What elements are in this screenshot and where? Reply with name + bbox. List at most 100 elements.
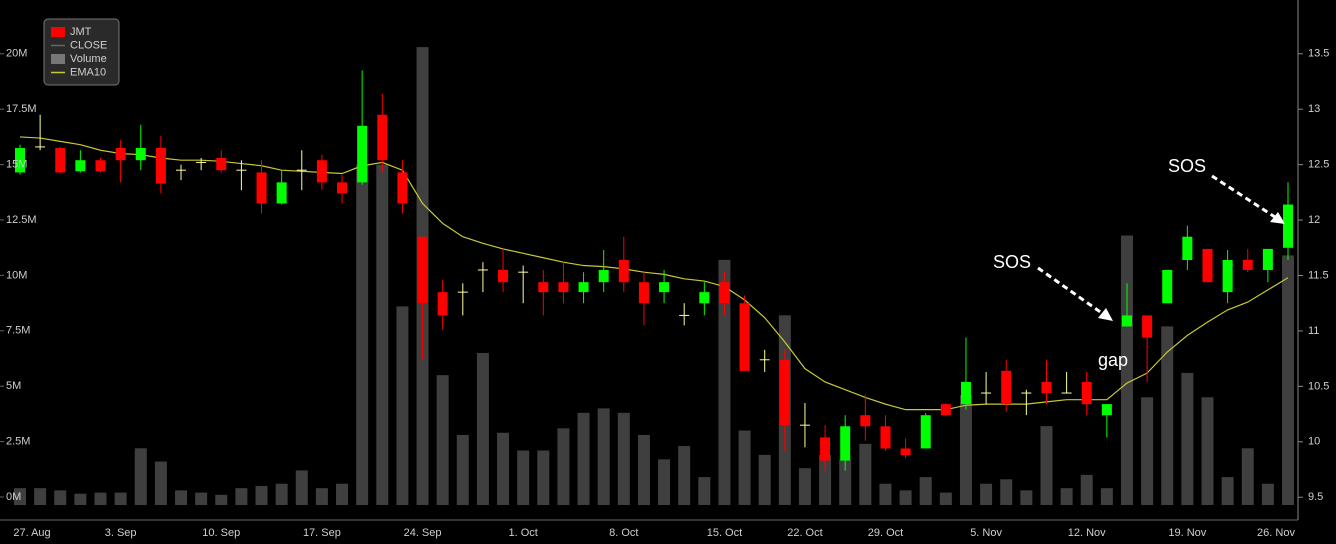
candle-body: [1142, 315, 1152, 337]
y2-tick-label: 9.5: [1308, 491, 1323, 503]
volume-bar: [739, 431, 751, 505]
volume-bar: [1201, 397, 1213, 505]
volume-bar: [1121, 235, 1133, 505]
volume-bar: [1081, 475, 1093, 505]
y2-tick-label: 12: [1308, 214, 1320, 226]
y2-tick-label: 13: [1308, 103, 1320, 115]
candle-body: [196, 162, 206, 163]
candle-body: [518, 272, 528, 273]
legend-label: CLOSE: [70, 39, 107, 51]
candle-body: [1263, 249, 1273, 270]
candle-body: [1202, 249, 1212, 282]
volume-bar: [618, 413, 630, 505]
volume-bar: [517, 450, 529, 505]
volume-bar: [920, 477, 932, 505]
y2-tick-label: 10: [1308, 436, 1320, 448]
candle-body: [1283, 205, 1293, 248]
volume-bar: [980, 484, 992, 505]
candle-body: [96, 160, 106, 171]
x-tick-label: 29. Oct: [868, 527, 903, 539]
legend: JMTCLOSEVolumeEMA10: [44, 19, 119, 85]
volume-bar: [316, 488, 328, 505]
volume-bar: [1000, 479, 1012, 505]
candle-body: [257, 172, 267, 203]
y-tick-label: 5M: [6, 380, 21, 392]
y-tick-label: 2.5M: [6, 436, 30, 448]
candle-body: [639, 282, 649, 303]
y2-tick-label: 13.5: [1308, 48, 1329, 60]
volume-bar: [135, 448, 147, 505]
legend-label: Volume: [70, 53, 107, 65]
x-tick-label: 17. Sep: [303, 527, 341, 539]
volume-bar: [74, 494, 86, 505]
candle-body: [558, 282, 568, 292]
candle-body: [377, 115, 387, 160]
volume-bar: [336, 484, 348, 505]
x-tick-label: 22. Oct: [787, 527, 822, 539]
volume-bar: [215, 495, 227, 505]
volume-bar: [759, 455, 771, 505]
candle-body: [277, 182, 287, 203]
volume-bar: [276, 484, 288, 505]
legend-swatch: [51, 27, 65, 37]
candle-body: [538, 282, 548, 292]
volume-bar: [638, 435, 650, 505]
volume-bar: [1242, 448, 1254, 505]
candle-body: [1182, 237, 1192, 260]
candle-body: [297, 170, 307, 171]
candle-body: [136, 148, 146, 160]
y-tick-label: 17.5M: [6, 103, 37, 115]
volume-bar: [678, 446, 690, 505]
volume-bar: [1181, 373, 1193, 505]
candle-body: [55, 148, 65, 172]
candle-body: [780, 360, 790, 425]
x-tick-label: 8. Oct: [609, 527, 638, 539]
candle-body: [679, 315, 689, 316]
volume-bar: [799, 468, 811, 505]
y2-tick-label: 10.5: [1308, 380, 1329, 392]
x-tick-label: 24. Sep: [404, 527, 442, 539]
volume-bar: [195, 493, 207, 505]
candle-body: [961, 382, 971, 404]
y2-tick-label: 12.5: [1308, 159, 1329, 171]
volume-bar: [557, 428, 569, 505]
x-tick-label: 19. Nov: [1168, 527, 1206, 539]
annotation: gap: [1098, 350, 1128, 370]
volume-bar: [175, 490, 187, 505]
x-tick-label: 3. Sep: [105, 527, 137, 539]
candle-body: [75, 160, 85, 171]
candle-body: [800, 425, 810, 426]
annotation: SOS: [1168, 156, 1206, 176]
candle-body: [498, 270, 508, 282]
candle-body: [176, 170, 186, 171]
candle-body: [1243, 260, 1253, 270]
x-tick-label: 12. Nov: [1068, 527, 1106, 539]
candle-body: [981, 393, 991, 394]
legend-label: JMT: [70, 26, 92, 38]
volume-bar: [256, 486, 268, 505]
volume-bar: [95, 493, 107, 505]
candle-body: [941, 404, 951, 415]
candle-body: [397, 172, 407, 203]
y-tick-label: 20M: [6, 48, 27, 60]
volume-bar: [155, 462, 167, 505]
volume-bar: [437, 375, 449, 505]
chart: 9.51010.51111.51212.51313.50M2.5M5M7.5M1…: [0, 0, 1336, 544]
candle-body: [116, 148, 126, 160]
candle-body: [1102, 404, 1112, 415]
volume-bar: [235, 488, 247, 505]
candle-body: [599, 270, 609, 282]
candle-body: [438, 292, 448, 315]
x-tick-label: 26. Nov: [1257, 527, 1295, 539]
volume-bar: [54, 490, 66, 505]
volume-bar: [115, 493, 127, 505]
y2-tick-label: 11.5: [1308, 269, 1329, 281]
candle-body: [579, 282, 589, 292]
volume-bar: [376, 165, 388, 505]
volume-bar: [598, 408, 610, 505]
candle-body: [820, 437, 830, 460]
volume-bar: [1262, 484, 1274, 505]
volume-bar: [698, 477, 710, 505]
volume-bar: [537, 450, 549, 505]
volume-bar: [1222, 477, 1234, 505]
